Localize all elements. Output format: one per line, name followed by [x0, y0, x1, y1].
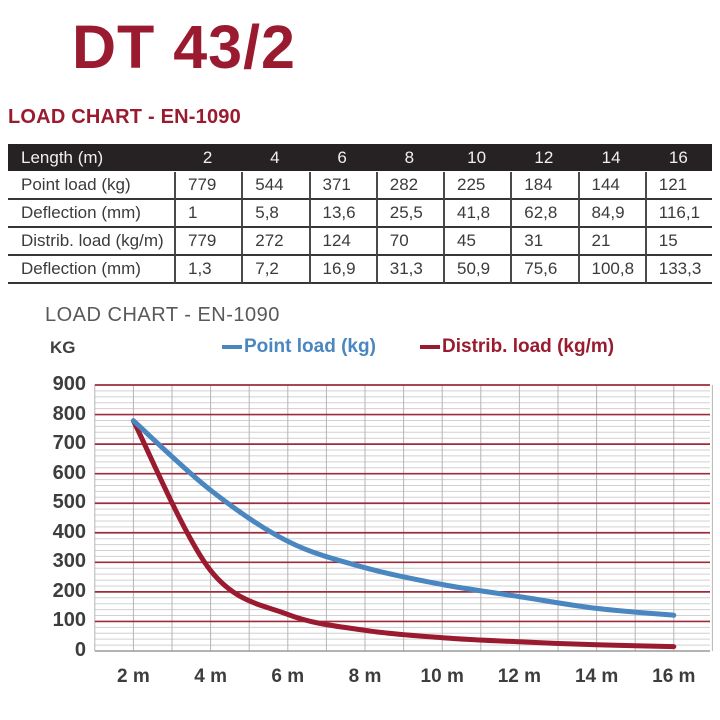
table-cell: 121 — [644, 172, 712, 200]
table-header-cell: 12 — [510, 144, 578, 171]
table-section-heading: LOAD CHART - EN-1090 — [8, 106, 241, 128]
y-axis-tick-labels: 0 100 200 300 400 500 600 700 800 900 — [26, 0, 86, 720]
table-header-cell: 2 — [174, 144, 242, 171]
table-row-label: Deflection (mm) — [8, 256, 174, 284]
x-axis-tick: 8 m — [348, 666, 382, 687]
table-header-label: Length (m) — [8, 144, 174, 171]
table-cell: 41,8 — [443, 200, 511, 228]
y-axis-tick: 300 — [52, 550, 86, 573]
table-row-label: Point load (kg) — [8, 172, 174, 200]
x-axis-tick: 14 m — [574, 666, 619, 687]
x-axis-tick: 12 m — [497, 666, 542, 687]
legend-item-distrib-load: Distrib. load (kg/m) — [420, 336, 614, 358]
table-cell: 282 — [375, 172, 443, 200]
table-cell: 21 — [577, 228, 645, 256]
table-cell: 62,8 — [510, 200, 578, 228]
table-cell: 45 — [443, 228, 511, 256]
distrib-load-line-swatch-icon — [420, 345, 440, 349]
table-header-cell: 4 — [241, 144, 309, 171]
y-axis-tick: 900 — [52, 373, 86, 395]
table-cell: 779 — [174, 228, 242, 256]
table-cell: 7,2 — [241, 256, 309, 284]
table-cell: 25,5 — [375, 200, 443, 228]
x-axis-tick: 6 m — [271, 666, 305, 687]
table-header-cell: 10 — [443, 144, 511, 171]
legend-label: Point load (kg) — [244, 336, 376, 357]
chart-title: LOAD CHART - EN-1090 — [45, 304, 280, 326]
table-cell: 100,8 — [577, 256, 645, 284]
legend-label: Distrib. load (kg/m) — [442, 336, 615, 357]
table-cell: 84,9 — [577, 200, 645, 228]
point-load-curve — [130, 418, 677, 618]
table-cell: 371 — [308, 172, 376, 200]
table-cell: 272 — [241, 228, 309, 256]
y-axis-tick: 0 — [74, 639, 86, 661]
table-cell: 225 — [443, 172, 511, 200]
table-cell: 31,3 — [375, 256, 443, 284]
table-cell: 133,3 — [644, 256, 712, 284]
distrib-load-curve — [130, 418, 677, 650]
y-axis-unit-label: KG — [50, 338, 76, 357]
point-load-line-swatch-icon — [222, 345, 242, 349]
x-axis-tick: 2 m — [117, 666, 150, 687]
table-cell: 116,1 — [644, 200, 712, 228]
table-cell: 5,8 — [241, 200, 309, 228]
x-axis-tick: 10 m — [420, 666, 464, 687]
y-axis-tick: 600 — [52, 461, 86, 484]
table-header-cell: 14 — [577, 144, 645, 171]
y-axis-tick: 700 — [52, 432, 86, 455]
table-cell: 15 — [644, 228, 712, 256]
x-axis-tick-labels: 2 m 4 m 6 m 8 m 10 m 12 m 14 m 16 m — [0, 666, 720, 692]
table-cell: 31 — [510, 228, 578, 256]
table-header-cell: 8 — [375, 144, 443, 171]
y-axis-tick: 200 — [52, 579, 86, 602]
table-cell: 70 — [375, 228, 443, 256]
table-cell: 1,3 — [174, 256, 242, 284]
table-header-cell: 16 — [644, 144, 712, 171]
table-cell: 779 — [174, 172, 242, 200]
x-axis-tick: 16 m — [652, 666, 696, 687]
legend-item-point-load: Point load (kg) — [222, 336, 376, 358]
x-axis-tick: 4 m — [194, 666, 227, 687]
table-cell: 544 — [241, 172, 309, 200]
table-cell: 50,9 — [443, 256, 511, 284]
table-cell: 1 — [174, 200, 242, 228]
chart-legend: Point load (kg) Distrib. load (kg/m) — [0, 336, 720, 360]
y-axis-tick: 800 — [52, 402, 86, 425]
table-header-cell: 6 — [308, 144, 376, 171]
table-cell: 144 — [577, 172, 645, 200]
table-cell: 16,9 — [308, 256, 376, 284]
table-row-label: Deflection (mm) — [8, 200, 174, 228]
load-table: Length (m) 2 4 6 8 10 12 14 16 Point load (kg) 779… — [8, 144, 712, 284]
table-cell: 13,6 — [308, 200, 376, 228]
y-axis-tick: 400 — [52, 520, 86, 543]
table-row-label: Distrib. load (kg/m) — [8, 228, 174, 256]
y-axis-tick: 500 — [52, 491, 86, 514]
table-cell: 124 — [308, 228, 376, 256]
table-cell: 75,6 — [510, 256, 578, 284]
y-axis-tick: 100 — [52, 609, 86, 632]
page-title: DT 43/2 — [72, 13, 296, 81]
table-cell: 184 — [510, 172, 578, 200]
